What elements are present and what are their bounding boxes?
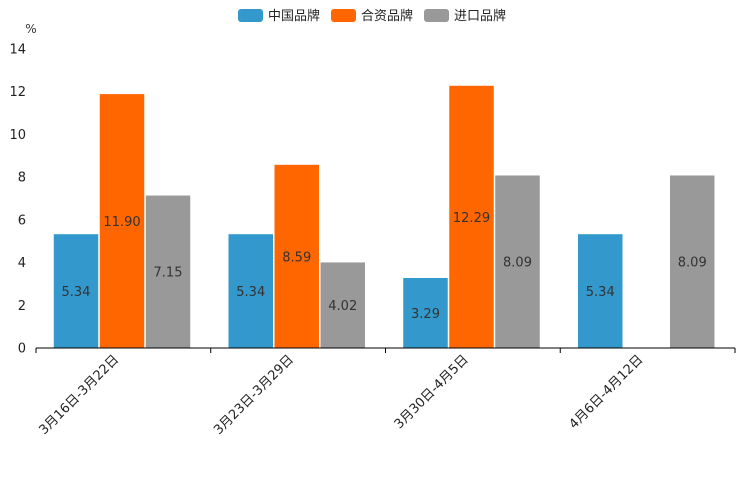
y-tick-label: 10 [9, 128, 26, 143]
x-axis: 3月16日-3月22日 3月23日-3月29日 3月30日-4月5日 4月6日-4月1… [35, 347, 736, 438]
bar-value-label: 12.29 [453, 211, 490, 226]
bar-2-3[interactable] [448, 85, 495, 349]
bar-value-label: 8.59 [282, 250, 311, 265]
x-tick-label: 3月23日-3月29日 [211, 352, 297, 438]
y-tick-label: 8 [18, 171, 26, 186]
bar-data-labels: 5.34 11.90 7.15 5.34 8.59 4.02 3.29 12.29 8.09 5.… [62, 211, 707, 322]
bar-3-1[interactable] [145, 195, 191, 349]
legend-label[interactable]: 进口品牌 [454, 8, 506, 24]
y-axis-unit-label: % [25, 22, 36, 36]
legend-label[interactable]: 中国品牌 [268, 8, 320, 24]
bar-value-label: 5.34 [586, 285, 615, 300]
bar-1-2[interactable] [228, 233, 274, 349]
legend: 中国品牌 合资品牌 进口品牌 [238, 8, 506, 24]
x-tick-label: 3月16日-3月22日 [36, 352, 122, 438]
x-tick-label: 3月30日-4月5日 [392, 352, 472, 432]
bar-2-2[interactable] [274, 164, 320, 349]
y-tick-label: 2 [18, 299, 26, 314]
legend-swatch[interactable] [331, 9, 356, 22]
x-tick-label: 4月6日-4月12日 [567, 352, 647, 432]
y-tick-label: 4 [18, 256, 26, 271]
legend-swatch[interactable] [238, 9, 263, 22]
bar-1-1[interactable] [53, 233, 99, 349]
bar-value-label: 4.02 [328, 299, 357, 314]
bar-2-1[interactable] [99, 93, 145, 349]
bar-1-4[interactable] [577, 233, 623, 349]
bar-value-label: 3.29 [411, 307, 440, 322]
bar-value-label: 5.34 [236, 285, 265, 300]
bar-value-label: 5.34 [62, 285, 91, 300]
bar-3-2[interactable] [320, 261, 366, 349]
bars [53, 85, 715, 349]
y-tick-label: 6 [18, 213, 26, 228]
bar-value-label: 8.09 [678, 256, 707, 271]
y-tick-label: 0 [18, 342, 26, 357]
y-axis-ticks: 0 2 4 6 8 10 12 14 [9, 43, 26, 357]
bar-value-label: 7.15 [154, 266, 183, 281]
bar-value-label: 11.90 [103, 215, 140, 230]
y-tick-label: 12 [9, 85, 26, 100]
bar-value-label: 8.09 [503, 256, 532, 271]
legend-label[interactable]: 合资品牌 [361, 8, 413, 24]
legend-swatch[interactable] [424, 9, 449, 22]
bar-3-4[interactable] [669, 174, 715, 349]
y-tick-label: 14 [9, 43, 26, 58]
